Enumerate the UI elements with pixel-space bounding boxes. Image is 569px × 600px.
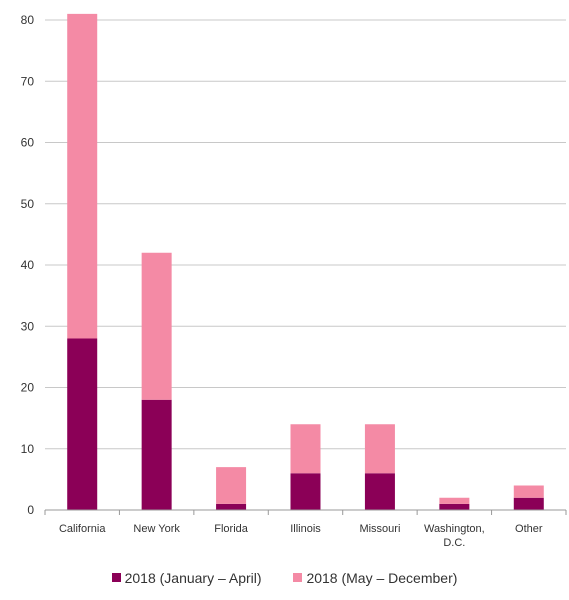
x-axis-labels: California New York Florida Illinois Missour…: [59, 523, 543, 549]
x-label-5-line1: D.C.: [443, 537, 465, 549]
bar-1-5: [439, 497, 470, 504]
legend-swatch-may-dec: [293, 573, 303, 582]
y-tick-label-20: 20: [21, 381, 35, 395]
legend-item-jan-apr: 2018 (January – April): [111, 570, 262, 586]
y-tick-label-50: 50: [21, 197, 35, 211]
bar-1-1: [141, 252, 172, 400]
bar-1-2: [216, 467, 247, 504]
x-label-5: Washington,: [424, 523, 485, 535]
bars: [67, 13, 544, 510]
x-label-1: New York: [133, 523, 180, 535]
legend-swatch-jan-apr: [111, 573, 121, 582]
y-tick-label-40: 40: [21, 258, 35, 272]
bar-0-3: [290, 473, 321, 510]
bar-0-6: [513, 497, 544, 510]
bar-0-5: [439, 503, 470, 510]
y-tick-label-80: 80: [21, 13, 35, 27]
legend-label-jan-apr: 2018 (January – April): [124, 570, 262, 586]
bar-1-6: [513, 485, 544, 498]
bar-0-2: [216, 503, 247, 510]
y-tick-label-0: 0: [27, 503, 34, 517]
x-axis-ticks: [44, 510, 567, 515]
x-label-6: Other: [515, 523, 543, 535]
bar-0-0: [67, 338, 98, 510]
legend: 2018 (January – April) 2018 (May – Decem…: [0, 570, 569, 586]
y-tick-label-60: 60: [21, 136, 35, 150]
bar-1-3: [290, 424, 321, 474]
x-label-0: California: [59, 523, 106, 535]
gridlines: [45, 19, 566, 450]
y-tick-label-30: 30: [21, 319, 35, 333]
legend-item-may-dec: 2018 (May – December): [293, 570, 457, 586]
bar-0-4: [364, 473, 395, 510]
y-tick-label-10: 10: [21, 442, 35, 456]
bar-0-1: [141, 399, 172, 510]
y-axis-ticks: 0 10 20 30 40 50 60 70 80: [21, 13, 35, 517]
x-label-3: Illinois: [290, 523, 321, 535]
bar-1-0: [67, 13, 98, 339]
x-label-2: Florida: [214, 523, 249, 535]
legend-label-may-dec: 2018 (May – December): [306, 570, 458, 586]
x-label-4: Missouri: [359, 523, 400, 535]
stacked-bar-chart: 0 10 20 30 40 50 60 70 80 California New York Flor…: [21, 13, 567, 549]
bar-1-4: [364, 424, 395, 474]
y-tick-label-70: 70: [21, 74, 35, 88]
